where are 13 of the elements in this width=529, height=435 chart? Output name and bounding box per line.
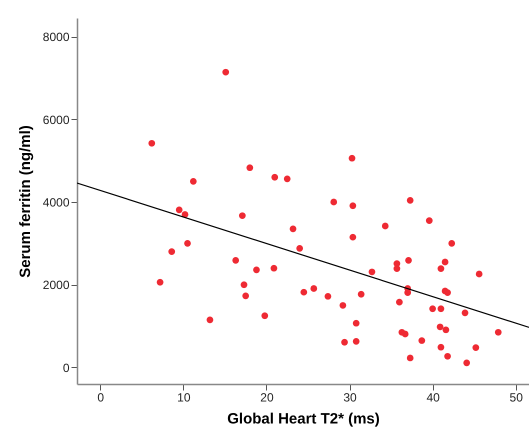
y-tick-label: 0 [62, 360, 70, 375]
x-tick-label: 30 [343, 390, 358, 404]
y-axis-title: Serum ferritin (ng/ml) [16, 125, 34, 278]
y-tick-label: 4000 [42, 196, 70, 210]
y-tick-label: 6000 [42, 112, 70, 127]
x-axis-title: Global Heart T2* (ms) [227, 410, 380, 428]
x-tick-label: 50 [510, 390, 524, 404]
x-tick-label: 40 [426, 390, 440, 404]
x-tick-label: 0 [97, 390, 104, 404]
y-tick-label: 8000 [42, 30, 70, 44]
x-tick-label: 10 [177, 390, 191, 404]
x-tick-label: 20 [260, 390, 274, 404]
y-tick-label: 2000 [42, 278, 70, 292]
